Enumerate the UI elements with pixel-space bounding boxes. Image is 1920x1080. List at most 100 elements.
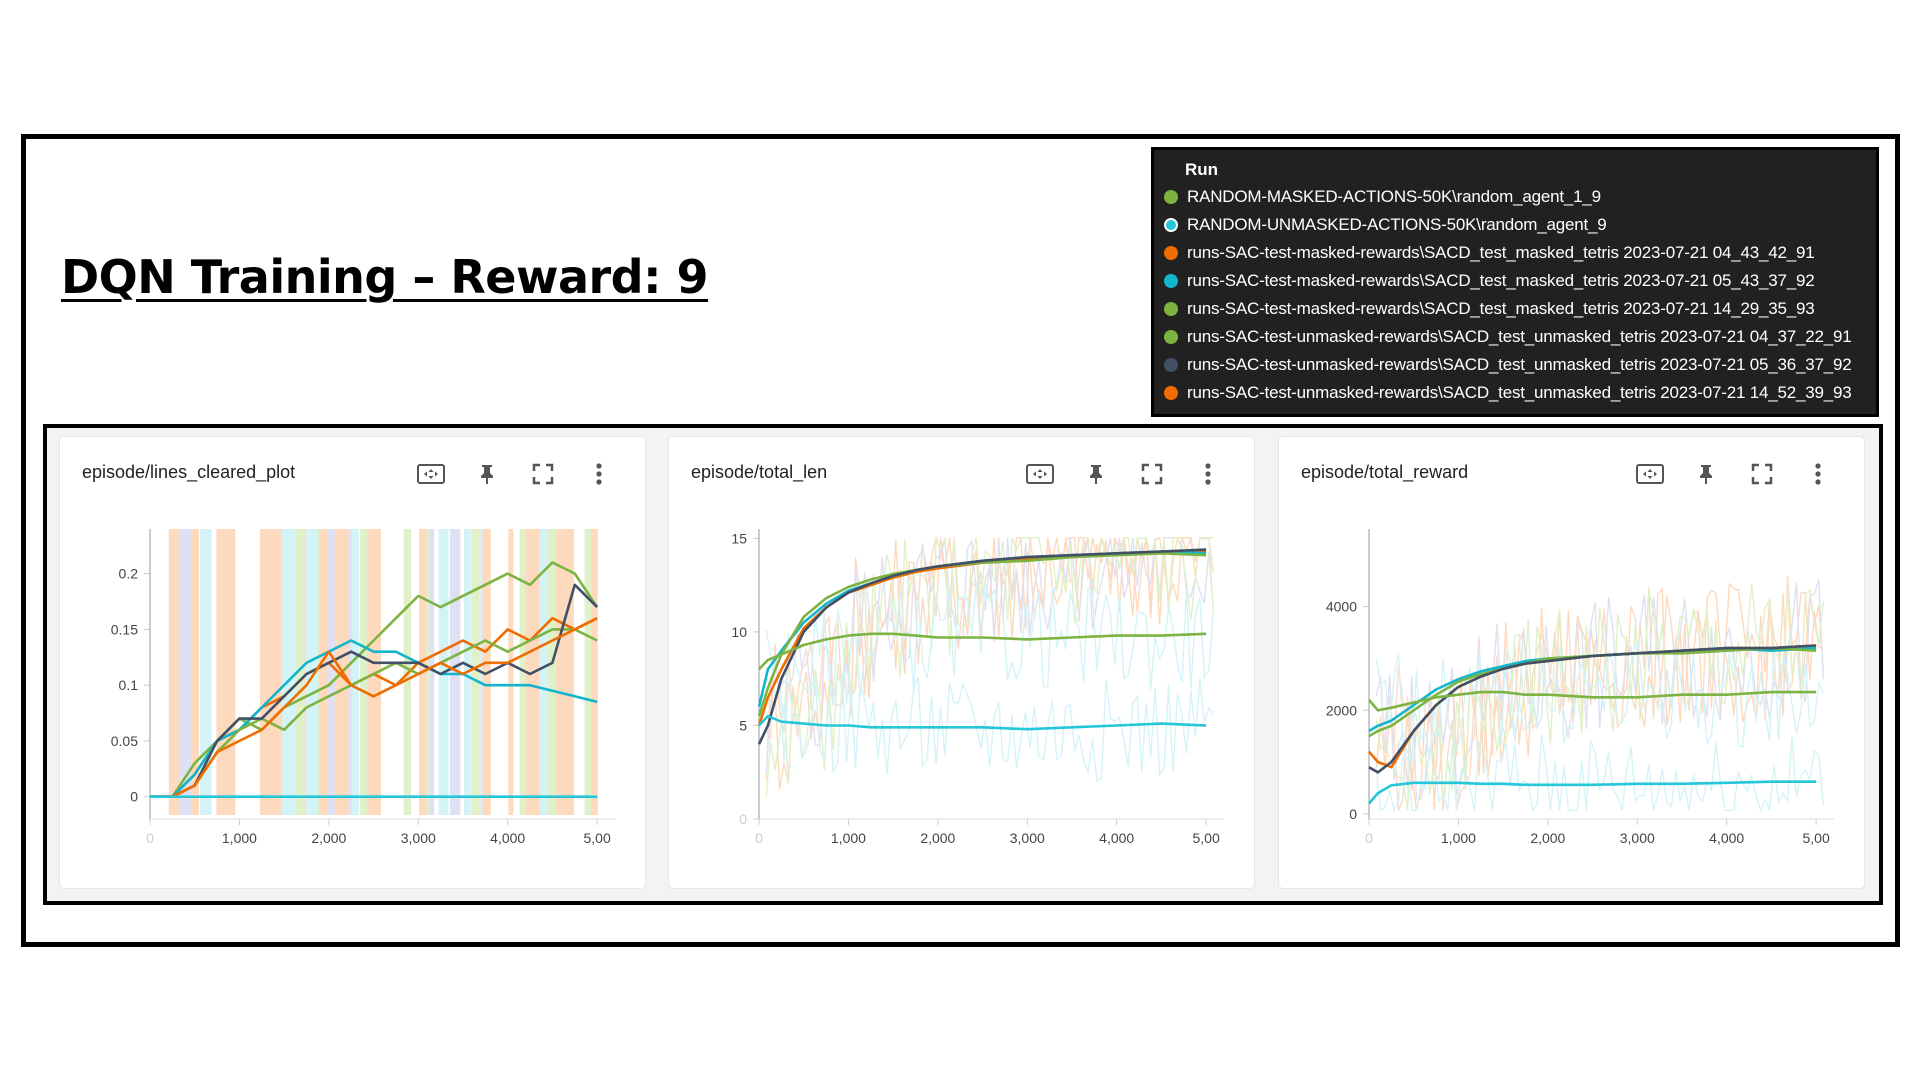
x-tick-label: 2,000 (920, 830, 955, 846)
raw-noise-band (351, 529, 360, 815)
pin-icon[interactable] (459, 457, 515, 491)
chart-lines-cleared[interactable]: 0 1,000 2,000 3,000 4,000 5,00 0 0.05 0.1 0.15 0.2 (60, 497, 645, 877)
chart-card-lines-cleared: episode/lines_cleared_plot 0 1,000 2,000 3,… (60, 437, 645, 888)
x-tick-label: 3,000 (1010, 830, 1045, 846)
series-line[interactable] (758, 714, 1207, 731)
x-tick-label: 5,00 (1802, 830, 1829, 846)
x-tick-label: 5,00 (1192, 830, 1219, 846)
y-tick-label: 0.1 (119, 677, 139, 693)
raw-noise-band (429, 529, 435, 815)
raw-noise-band (178, 529, 193, 815)
legend-color-dot (1164, 302, 1178, 316)
fullscreen-icon[interactable] (515, 457, 571, 491)
raw-noise-band (281, 529, 296, 815)
legend-item[interactable]: runs-SAC-test-masked-rewards\SACD_test_m… (1154, 295, 1876, 323)
y-tick-label: 0 (739, 811, 747, 827)
legend-color-dot (1164, 274, 1178, 288)
y-tick-label: 0 (130, 789, 138, 805)
legend-label: RANDOM-UNMASKED-ACTIONS-50K\random_agent… (1187, 215, 1607, 234)
series-line[interactable] (150, 628, 598, 798)
fullscreen-icon[interactable] (1124, 457, 1180, 491)
raw-noise-line (1375, 734, 1824, 813)
raw-noise-band (175, 529, 182, 815)
chart-total-reward[interactable]: 0 1,000 2,000 3,000 4,000 5,00 0 2000 4000 (1279, 497, 1864, 877)
raw-noise-band (360, 529, 371, 815)
pin-icon[interactable] (1678, 457, 1734, 491)
x-tick-label: 0 (755, 830, 763, 846)
legend-label: runs-SAC-test-unmasked-rewards\SACD_test… (1187, 383, 1852, 402)
chart-title: episode/lines_cleared_plot (82, 462, 296, 482)
legend-item[interactable]: runs-SAC-test-unmasked-rewards\SACD_test… (1154, 323, 1876, 351)
legend-header: Run (1185, 160, 1219, 179)
legend-item[interactable]: RANDOM-UNMASKED-ACTIONS-50K\random_agent… (1154, 211, 1876, 239)
legend-label: runs-SAC-test-unmasked-rewards\SACD_test… (1187, 327, 1852, 346)
raw-noise-band (449, 529, 461, 815)
raw-noise-band (273, 529, 285, 815)
raw-noise-band (318, 529, 328, 815)
chart-title: episode/total_reward (1301, 462, 1469, 482)
legend-item[interactable]: runs-SAC-test-masked-rewards\SACD_test_m… (1154, 267, 1876, 295)
y-tick-label: 0.2 (119, 566, 139, 582)
y-tick-label: 0.15 (111, 621, 138, 637)
chart-card-total-reward: episode/total_reward 0 1,000 2,000 3,000 4,0… (1279, 437, 1864, 888)
legend-item[interactable]: RANDOM-MASKED-ACTIONS-50K\random_agent_1… (1154, 183, 1876, 211)
x-tick-label: 2,000 (1530, 830, 1565, 846)
series-line[interactable] (1368, 690, 1817, 712)
y-tick-label: 4000 (1326, 599, 1357, 615)
fit-domain-icon[interactable] (403, 457, 459, 491)
legend-color-dot (1164, 358, 1178, 372)
more-vert-icon[interactable] (1790, 457, 1846, 491)
raw-series-background (765, 535, 1214, 797)
legend-label: runs-SAC-test-unmasked-rewards\SACD_test… (1187, 355, 1852, 374)
series-line[interactable] (758, 632, 1207, 671)
raw-noise-line (1375, 579, 1824, 801)
x-tick-label: 3,000 (401, 830, 436, 846)
series-line[interactable] (150, 617, 598, 798)
chart-total-len[interactable]: 0 1,000 2,000 3,000 4,000 5,00 0 5 10 15 (669, 497, 1254, 877)
legend-item[interactable]: runs-SAC-test-masked-rewards\SACD_test_m… (1154, 239, 1876, 267)
chart-toolbar (1012, 457, 1236, 491)
legend-label: runs-SAC-test-masked-rewards\SACD_test_m… (1187, 243, 1815, 262)
legend-label: runs-SAC-test-masked-rewards\SACD_test_m… (1187, 299, 1815, 318)
raw-noise-line (765, 536, 1214, 797)
series-line[interactable] (1368, 644, 1817, 774)
raw-noise-band (348, 529, 355, 815)
more-vert-icon[interactable] (1180, 457, 1236, 491)
y-tick-label: 0.05 (111, 733, 138, 749)
x-tick-label: 1,000 (831, 830, 866, 846)
legend-label: runs-SAC-test-masked-rewards\SACD_test_m… (1187, 271, 1815, 290)
raw-noise-band (471, 529, 480, 815)
series-line[interactable] (150, 639, 598, 798)
raw-noise-band (326, 529, 336, 815)
y-tick-label: 15 (731, 530, 747, 546)
raw-noise-line (1375, 584, 1824, 811)
legend-label: RANDOM-MASKED-ACTIONS-50K\random_agent_1… (1187, 187, 1601, 206)
pin-icon[interactable] (1068, 457, 1124, 491)
series-line[interactable] (150, 583, 599, 798)
fit-domain-icon[interactable] (1622, 457, 1678, 491)
raw-noise-line (1375, 642, 1824, 763)
x-tick-label: 1,000 (222, 830, 257, 846)
x-tick-label: 2,000 (311, 830, 346, 846)
legend-color-dot (1164, 190, 1178, 204)
raw-noise-band (222, 529, 230, 815)
more-vert-icon[interactable] (571, 457, 627, 491)
fullscreen-icon[interactable] (1734, 457, 1790, 491)
fit-domain-icon[interactable] (1012, 457, 1068, 491)
raw-noise-line (765, 673, 1214, 783)
chart-card-total-len: episode/total_len 0 1,000 2,000 3,000 4,000 5… (669, 437, 1254, 888)
raw-noise-band (216, 529, 225, 815)
raw-noise-band (200, 529, 212, 815)
legend-item[interactable]: runs-SAC-test-unmasked-rewards\SACD_test… (1154, 379, 1876, 407)
x-tick-label: 4,000 (490, 830, 525, 846)
x-tick-label: 0 (1365, 830, 1373, 846)
legend-item[interactable]: runs-SAC-test-unmasked-rewards\SACD_test… (1154, 351, 1876, 379)
series-line[interactable] (1368, 780, 1817, 805)
slide-title: DQN Training – Reward: 9 (61, 250, 709, 304)
raw-noise-band (587, 529, 592, 815)
series-line[interactable] (757, 548, 1207, 745)
raw-noise-band (508, 529, 514, 815)
x-tick-label: 4,000 (1709, 830, 1744, 846)
y-tick-label: 5 (739, 717, 747, 733)
chart-toolbar (403, 457, 627, 491)
